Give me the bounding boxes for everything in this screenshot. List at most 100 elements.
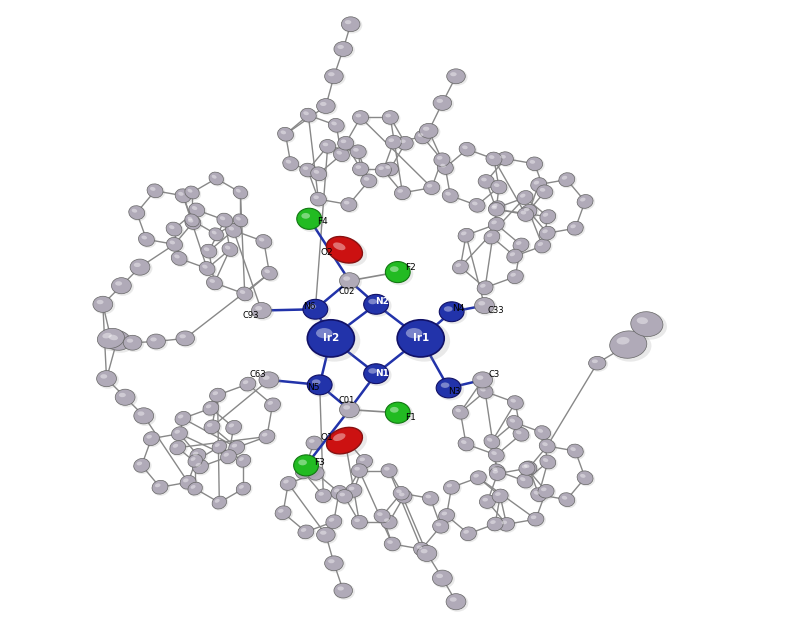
Ellipse shape — [97, 300, 104, 304]
Ellipse shape — [417, 545, 437, 561]
Ellipse shape — [461, 232, 467, 235]
Ellipse shape — [353, 163, 370, 178]
Ellipse shape — [144, 432, 160, 445]
Ellipse shape — [311, 469, 317, 473]
Ellipse shape — [384, 467, 389, 471]
Ellipse shape — [172, 427, 188, 440]
Ellipse shape — [308, 376, 335, 397]
Ellipse shape — [212, 440, 227, 453]
Ellipse shape — [172, 444, 178, 448]
Ellipse shape — [325, 556, 343, 571]
Ellipse shape — [185, 186, 201, 201]
Ellipse shape — [342, 17, 360, 32]
Ellipse shape — [147, 334, 165, 349]
Ellipse shape — [562, 496, 567, 500]
Ellipse shape — [217, 213, 233, 227]
Ellipse shape — [484, 230, 502, 246]
Ellipse shape — [399, 492, 405, 496]
Ellipse shape — [395, 186, 413, 201]
Ellipse shape — [185, 214, 201, 229]
Ellipse shape — [146, 435, 152, 438]
Ellipse shape — [314, 196, 319, 199]
Ellipse shape — [202, 265, 207, 269]
Ellipse shape — [425, 494, 431, 499]
Ellipse shape — [236, 482, 251, 495]
Ellipse shape — [329, 518, 334, 522]
Ellipse shape — [610, 332, 651, 361]
Ellipse shape — [298, 460, 307, 465]
Ellipse shape — [211, 175, 216, 179]
Ellipse shape — [397, 490, 414, 505]
Ellipse shape — [109, 335, 118, 340]
Ellipse shape — [338, 45, 344, 49]
Ellipse shape — [384, 519, 389, 522]
Ellipse shape — [434, 153, 452, 168]
Ellipse shape — [344, 201, 350, 204]
Ellipse shape — [589, 356, 608, 372]
Ellipse shape — [580, 197, 586, 201]
Ellipse shape — [322, 143, 328, 147]
Ellipse shape — [350, 145, 368, 160]
Ellipse shape — [353, 111, 370, 126]
Ellipse shape — [531, 178, 547, 191]
Ellipse shape — [476, 376, 484, 380]
Ellipse shape — [340, 273, 361, 291]
Ellipse shape — [439, 509, 456, 524]
Ellipse shape — [567, 444, 583, 458]
Ellipse shape — [444, 481, 461, 496]
Ellipse shape — [482, 498, 488, 502]
Text: C02: C02 — [338, 288, 354, 296]
Ellipse shape — [252, 303, 274, 320]
Ellipse shape — [240, 378, 258, 392]
Ellipse shape — [539, 188, 545, 192]
Ellipse shape — [97, 371, 119, 389]
Ellipse shape — [522, 465, 527, 468]
Ellipse shape — [294, 455, 318, 476]
Ellipse shape — [488, 448, 506, 464]
Ellipse shape — [219, 216, 225, 220]
Text: F4: F4 — [318, 217, 328, 227]
Ellipse shape — [212, 496, 227, 509]
Ellipse shape — [490, 520, 496, 524]
Ellipse shape — [420, 124, 438, 138]
Text: C63: C63 — [250, 371, 266, 379]
Ellipse shape — [397, 137, 415, 152]
Ellipse shape — [438, 161, 456, 176]
Ellipse shape — [440, 302, 467, 324]
Ellipse shape — [456, 409, 461, 412]
Ellipse shape — [325, 69, 346, 86]
Ellipse shape — [178, 414, 184, 419]
Ellipse shape — [221, 450, 239, 465]
Ellipse shape — [312, 379, 321, 385]
Ellipse shape — [298, 209, 325, 232]
Ellipse shape — [542, 442, 547, 446]
Ellipse shape — [631, 312, 667, 340]
Ellipse shape — [511, 273, 516, 277]
Ellipse shape — [334, 583, 353, 598]
Ellipse shape — [374, 509, 390, 523]
Ellipse shape — [376, 163, 393, 179]
Ellipse shape — [239, 290, 245, 294]
Ellipse shape — [524, 207, 529, 211]
Ellipse shape — [540, 455, 555, 469]
Ellipse shape — [464, 530, 469, 533]
Ellipse shape — [472, 202, 478, 206]
Ellipse shape — [137, 411, 144, 416]
Ellipse shape — [316, 489, 334, 504]
Ellipse shape — [283, 157, 301, 172]
Ellipse shape — [394, 186, 410, 200]
Ellipse shape — [316, 328, 333, 338]
Ellipse shape — [462, 145, 468, 149]
Ellipse shape — [562, 176, 567, 179]
Ellipse shape — [507, 415, 523, 430]
Text: C3: C3 — [488, 371, 500, 379]
Ellipse shape — [326, 515, 342, 528]
Ellipse shape — [134, 263, 140, 267]
Ellipse shape — [527, 512, 544, 526]
Ellipse shape — [499, 518, 516, 533]
Ellipse shape — [233, 186, 247, 199]
Ellipse shape — [180, 475, 196, 489]
Ellipse shape — [446, 484, 452, 487]
Ellipse shape — [413, 542, 429, 556]
Ellipse shape — [452, 260, 468, 274]
